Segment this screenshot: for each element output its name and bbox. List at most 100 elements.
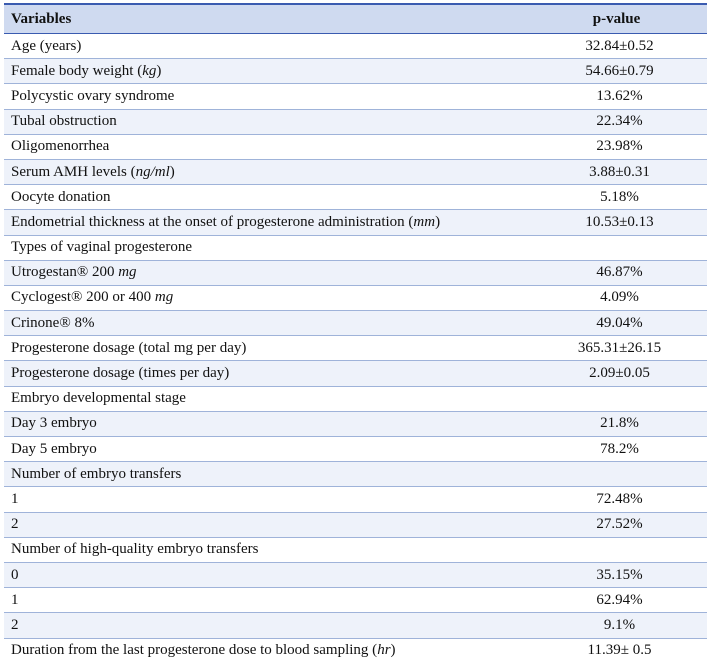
variable-text: Types of vaginal progesterone (11, 239, 192, 256)
variable-text: Utrogestan® 200 (11, 264, 119, 281)
variable-cell: 2 (4, 516, 526, 533)
table-row: 1 72.48% (4, 487, 707, 513)
p-value-cell: 4.09% (600, 289, 639, 306)
variable-cell: Crinone® 8% (4, 315, 526, 332)
p-value-cell: 72.48% (596, 490, 643, 507)
table-row: 0 35.15% (4, 562, 707, 589)
variable-text: 0 (11, 566, 19, 583)
variable-text: Crinone® 8% (11, 314, 95, 331)
variable-text: Embryo developmental stage (11, 390, 186, 407)
variable-cell: Serum AMH levels (ng/ml) (4, 164, 526, 181)
data-table: Variables p-value Age (years) 32.84±0.52 F… (4, 3, 707, 663)
variable-cell: 1 (4, 491, 526, 508)
variable-text: Number of high-quality embryo transfers (11, 541, 259, 558)
table-row: 2 9.1% (4, 613, 707, 639)
variable-cell: Embryo developmental stage (4, 390, 526, 407)
variable-text: ) (156, 62, 162, 79)
table-row: Progesterone dosage (total mg per day) 36… (4, 336, 707, 362)
table-row: Serum AMH levels (ng/ml) 3.88±0.31 (4, 159, 707, 186)
variable-unit-text: mg (118, 264, 137, 281)
variable-cell: Cyclogest® 200 or 400 mg (4, 289, 526, 306)
variable-unit-text: kg (142, 62, 157, 79)
table-row: Number of high-quality embryo transfers (4, 537, 707, 563)
p-value-cell: 46.87% (596, 264, 643, 281)
table-row: Embryo developmental stage (4, 386, 707, 412)
variable-cell: Duration from the last progesterone dose… (4, 642, 526, 659)
table-row: Progesterone dosage (times per day) 2.09±… (4, 361, 707, 387)
table-row: Oligomenorrhea 23.98% (4, 134, 707, 160)
variable-text: Day 5 embryo (11, 440, 97, 457)
variable-text: 1 (11, 591, 19, 608)
variable-text: Polycystic ovary syndrome (11, 87, 175, 104)
variable-unit-text: mg (154, 289, 174, 306)
variable-cell: 1 (4, 592, 526, 609)
variable-unit-text: mm (413, 213, 436, 230)
variable-text: Cyclogest® 200 or 400 (11, 289, 155, 306)
variable-unit-text: ng/ml (135, 163, 170, 180)
p-value-cell: 62.94% (596, 591, 643, 608)
header-variables: Variables (11, 10, 72, 27)
variable-text: Tubal obstruction (11, 113, 117, 130)
variable-text: Progesterone dosage (times per day) (11, 365, 230, 382)
variable-text: Female body weight ( (11, 62, 143, 79)
table-body: Age (years) 32.84±0.52 Female body weight … (4, 34, 707, 663)
p-value-cell: 5.18% (600, 188, 639, 205)
table-row: Utrogestan® 200 mg 46.87% (4, 260, 707, 286)
table-row: Number of embryo transfers (4, 462, 707, 488)
variable-text: Number of embryo transfers (11, 465, 182, 482)
p-value-cell: 35.15% (596, 566, 643, 583)
p-value-cell: 78.2% (600, 440, 639, 457)
variable-text: Oocyte donation (11, 188, 111, 205)
variable-text: Endometrial thickness at the onset of pr… (11, 213, 414, 230)
table-row: Day 3 embryo 21.8% (4, 411, 707, 437)
table-row: Tubal obstruction 22.34% (4, 109, 707, 135)
variable-cell: Day 3 embryo (4, 415, 526, 432)
table-row: Female body weight (kg) 54.66±0.79 (4, 59, 707, 85)
p-value-cell: 49.04% (596, 314, 643, 331)
variable-text: Age (years) (11, 37, 82, 54)
variable-cell: Utrogestan® 200 mg (4, 264, 526, 281)
table-row: Oocyte donation 5.18% (4, 185, 707, 211)
variable-cell: 0 (4, 567, 526, 584)
variable-text: Progesterone dosage (total mg per day) (11, 339, 247, 356)
variable-cell: Progesterone dosage (total mg per day) (4, 340, 526, 357)
p-value-cell: 22.34% (596, 113, 643, 130)
variable-text: ) (390, 642, 396, 659)
p-value-cell: 9.1% (603, 616, 636, 633)
table-row: Endometrial thickness at the onset of pr… (4, 210, 707, 236)
table-row: Types of vaginal progesterone (4, 235, 707, 261)
variable-text: 2 (11, 616, 19, 633)
table-row: Day 5 embryo 78.2% (4, 437, 707, 463)
variable-text: Serum AMH levels ( (11, 163, 136, 180)
header-p-value: p-value (592, 10, 641, 27)
variable-cell: Types of vaginal progesterone (4, 239, 526, 256)
variable-cell: Oocyte donation (4, 189, 526, 206)
table-row: 1 62.94% (4, 588, 707, 614)
table-row: Age (years) 32.84±0.52 (4, 34, 707, 60)
p-value-cell: 11.39± 0.5 (587, 642, 652, 659)
variable-text: Duration from the last progesterone dose… (11, 642, 378, 659)
variable-text: 2 (11, 516, 19, 533)
variable-text: Oligomenorrhea (11, 138, 110, 155)
variable-text: Day 3 embryo (11, 415, 97, 432)
table-row: Duration from the last progesterone dose… (4, 638, 707, 663)
p-value-cell: 21.8% (600, 415, 639, 432)
p-value-cell: 27.52% (596, 516, 643, 533)
variable-text: ) (435, 213, 441, 230)
table-row: Crinone® 8% 49.04% (4, 311, 707, 337)
p-value-cell: 13.62% (596, 87, 643, 104)
variable-cell: Number of high-quality embryo transfers (4, 541, 526, 558)
variable-cell: Polycystic ovary syndrome (4, 88, 526, 105)
variable-cell: Endometrial thickness at the onset of pr… (4, 214, 526, 231)
table-row: Cyclogest® 200 or 400 mg 4.09% (4, 285, 707, 312)
variable-cell: 2 (4, 617, 526, 634)
variable-text: 1 (11, 490, 19, 507)
variable-cell: Tubal obstruction (4, 113, 526, 130)
p-value-cell: 23.98% (596, 138, 643, 155)
table-row: 2 27.52% (4, 512, 707, 538)
p-value-cell: 32.84±0.52 (585, 37, 654, 54)
p-value-cell: 10.53±0.13 (585, 213, 654, 230)
p-value-cell: 2.09±0.05 (589, 365, 650, 382)
variable-cell: Oligomenorrhea (4, 138, 526, 155)
p-value-cell: 365.31±26.15 (577, 339, 662, 356)
